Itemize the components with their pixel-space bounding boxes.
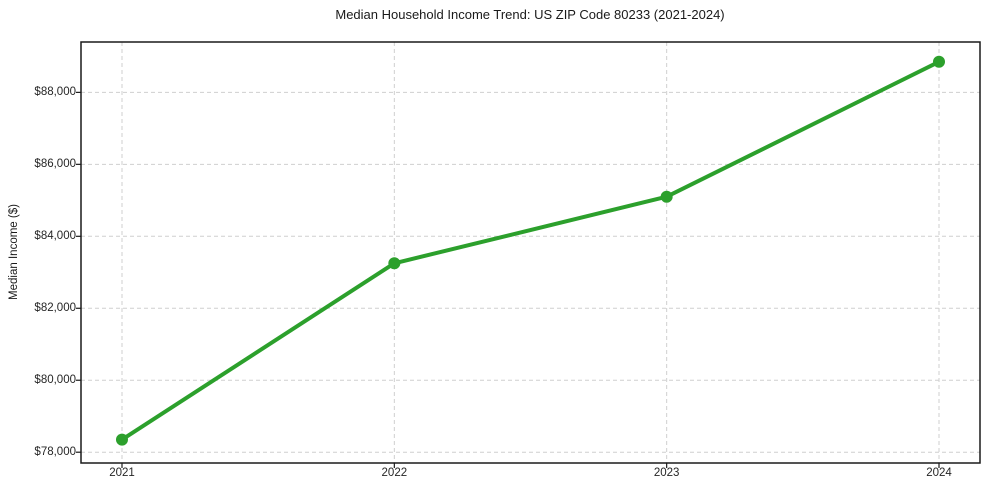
y-tick-label-82000: $82,000 (34, 302, 76, 315)
plot-frame (80, 41, 981, 464)
x-tick-label-2024: 2024 (926, 467, 952, 479)
y-axis-ticks (76, 91, 81, 453)
y-gridlines (81, 91, 980, 453)
data-point-2022 (388, 257, 401, 270)
data-points (116, 55, 945, 446)
data-point-2023 (660, 190, 673, 203)
x-tick-label-2021: 2021 (109, 467, 135, 479)
data-point-2024 (933, 55, 945, 68)
trend-line (120, 59, 941, 442)
x-tick-label-2022: 2022 (381, 467, 408, 479)
x-gridlines (121, 42, 940, 463)
y-tick-label-84000: $84,000 (34, 230, 76, 243)
data-point-2021 (116, 433, 128, 446)
y-tick-label-78000: $78,000 (34, 446, 76, 459)
chart-title: Median Household Income Trend: US ZIP Co… (335, 7, 725, 22)
x-tick-label-2023: 2023 (653, 467, 680, 479)
y-tick-label-80000: $80,000 (34, 374, 76, 387)
x-axis-ticks (121, 463, 940, 468)
y-tick-label-88000: $88,000 (34, 86, 76, 99)
y-tick-label-86000: $86,000 (34, 158, 76, 171)
